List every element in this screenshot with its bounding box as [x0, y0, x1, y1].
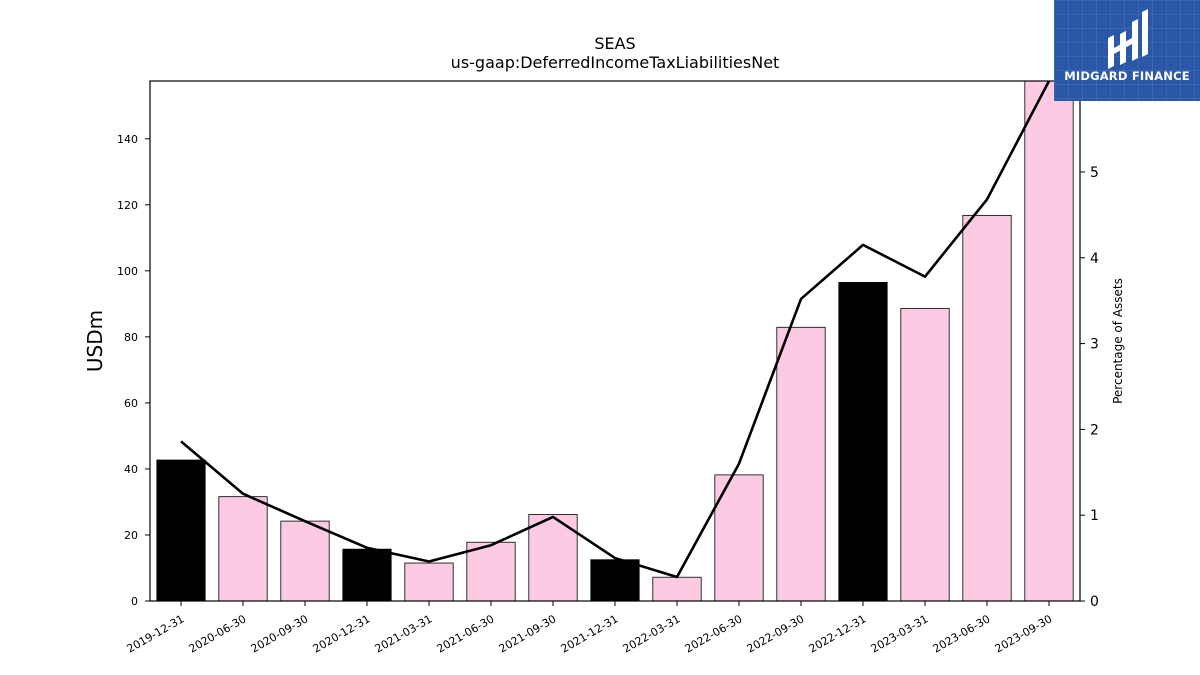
x-tick-label: 2023-09-30	[993, 612, 1055, 655]
x-tick-label: 2022-03-31	[621, 612, 683, 655]
bar-2021-12-31	[590, 559, 640, 602]
x-tick-label: 2020-12-31	[311, 612, 373, 655]
x-tick-label: 2022-06-30	[683, 612, 745, 655]
x-axis: 2019-12-31 2020-06-30 2020-09-30 2020-12-31…	[125, 601, 1055, 656]
x-tick-label: 2021-09-30	[497, 612, 559, 655]
y-tick-label: 0	[131, 595, 138, 608]
logo-background-pattern	[1054, 0, 1200, 101]
bar-2023-09-30	[1024, 80, 1074, 602]
chart-subtitle: us-gaap:DeferredIncomeTaxLiabilitiesNet	[451, 53, 780, 72]
chart-title: SEAS	[594, 34, 635, 53]
bar-2023-03-31	[900, 308, 950, 602]
midgard-logo-icon	[1108, 9, 1148, 69]
x-tick-label: 2023-06-30	[931, 612, 993, 655]
bar-2022-12-31	[838, 281, 888, 602]
bar-2022-09-30	[776, 326, 826, 602]
bar-2019-12-31	[156, 459, 206, 602]
bar-2022-03-31	[652, 576, 702, 602]
x-tick-label: 2021-12-31	[559, 612, 621, 655]
y2-tick-label: 3	[1090, 337, 1099, 353]
percentage-of-assets-line	[180, 80, 1051, 579]
y2-tick-label: 2	[1090, 422, 1099, 438]
x-tick-label: 2023-03-31	[869, 612, 931, 655]
y2-tick-label: 0	[1090, 594, 1099, 610]
y-tick-label: 100	[117, 265, 138, 278]
y2-tick-label: 1	[1090, 508, 1099, 524]
bar-2023-06-30	[962, 214, 1012, 602]
bar-2020-12-31	[342, 548, 392, 602]
y-tick-label: 20	[124, 529, 138, 542]
y-tick-label: 60	[124, 397, 138, 410]
y2-axis-label: Percentage of Assets	[1111, 278, 1125, 404]
y-tick-label: 80	[124, 331, 138, 344]
left-axis: 0 20 40 60 80 100 120 140	[117, 133, 150, 608]
logo-text: MIDGARD FINANCE	[1064, 69, 1190, 83]
x-tick-label: 2021-03-31	[373, 612, 435, 655]
y-tick-label: 140	[117, 133, 138, 146]
x-tick-label: 2019-12-31	[125, 612, 187, 655]
y-tick-label: 40	[124, 463, 138, 476]
x-tick-label: 2022-09-30	[745, 612, 807, 655]
bar-series	[156, 80, 1074, 602]
bar-2022-06-30	[714, 474, 764, 602]
x-tick-label: 2020-06-30	[187, 612, 249, 655]
right-axis: 0 1 2 3 4 5	[1080, 165, 1099, 610]
y2-tick-label: 5	[1090, 165, 1099, 181]
bar-2021-03-31	[404, 562, 454, 602]
y-tick-label: 120	[117, 199, 138, 212]
x-tick-label: 2021-06-30	[435, 612, 497, 655]
midgard-logo: MIDGARD FINANCE	[1054, 0, 1200, 101]
bar-2020-06-30	[218, 496, 268, 602]
y2-tick-label: 4	[1090, 251, 1099, 267]
line-series	[180, 80, 1051, 579]
bar-2020-09-30	[280, 520, 330, 602]
y-axis-label: USDm	[83, 310, 107, 372]
x-tick-label: 2020-09-30	[249, 612, 311, 655]
bar-2021-06-30	[466, 541, 516, 602]
x-tick-label: 2022-12-31	[807, 612, 869, 655]
